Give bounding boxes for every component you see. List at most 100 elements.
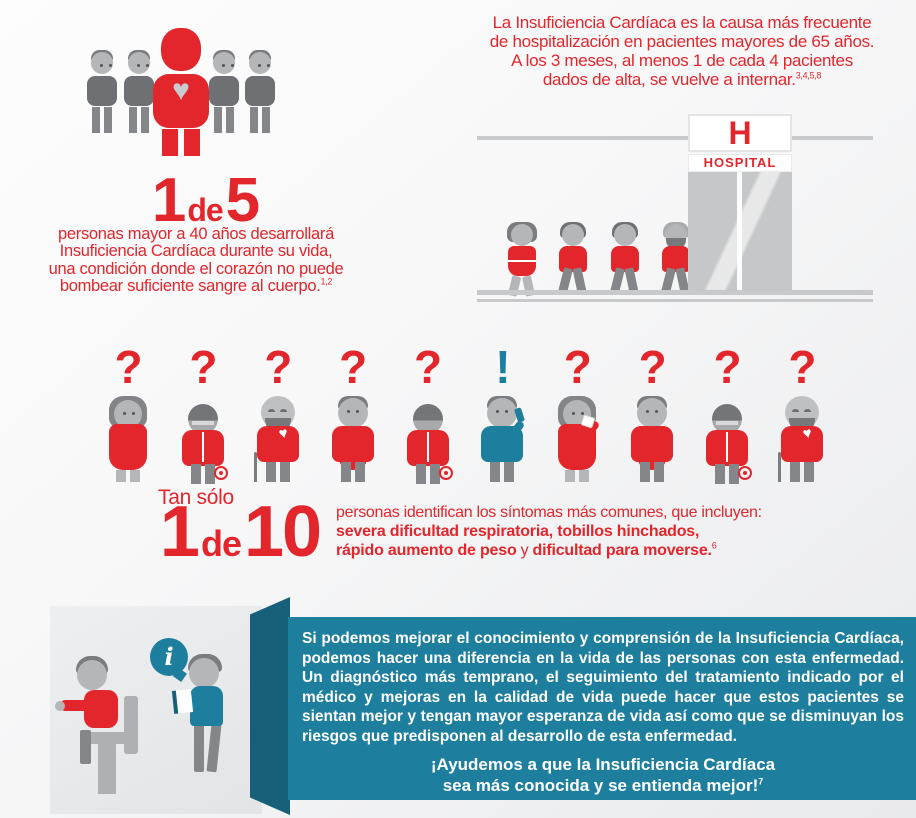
legs — [116, 470, 140, 482]
hospital-sign-label: HOSPITAL — [688, 154, 792, 172]
head — [712, 404, 742, 434]
legs — [92, 107, 112, 133]
head — [337, 398, 368, 428]
headline-line: de hospitalización en pacientes mayores … — [489, 32, 875, 52]
ankle-target-icon — [438, 466, 453, 480]
description-line: Insuficiencia Cardíaca durante su vida, — [59, 242, 333, 261]
figure-woman: ? — [95, 344, 161, 482]
patient-arm — [60, 700, 90, 711]
symptoms-connector: y — [516, 541, 533, 559]
torso — [706, 430, 748, 466]
question-mark-icon: ? — [264, 341, 292, 393]
phone-icon — [514, 407, 526, 423]
red-person-highlight-figure: ♥ — [152, 28, 210, 156]
pamphlet-icon — [171, 689, 194, 714]
headline-line: A los 3 meses, al menos 1 de cada 4 paci… — [511, 51, 853, 71]
info-bubble-icon: i — [150, 638, 188, 676]
torso — [631, 426, 674, 462]
patient-leg — [80, 730, 91, 764]
ground-line-2 — [477, 299, 873, 302]
torso — [181, 430, 224, 466]
question-mark-icon: ? — [413, 341, 442, 393]
stat-connector: de — [200, 523, 242, 564]
torso — [245, 76, 275, 106]
legs — [565, 470, 590, 482]
symptoms-text: personas identifican los síntomas más co… — [336, 504, 786, 561]
reference-superscript: 6 — [711, 540, 717, 551]
person-figure: ♥ — [769, 394, 835, 482]
hospital-scene: H HOSPITAL — [460, 110, 916, 306]
legs — [214, 107, 234, 133]
symptoms-bold-line: severa dificultad respiratoria, tobillos… — [336, 522, 700, 540]
doctor-patient-illustration: i — [50, 606, 262, 814]
head — [114, 400, 142, 428]
figure-man-looking-down-2: ? — [395, 341, 461, 484]
hospital-building: H HOSPITAL — [688, 114, 792, 290]
person-figure — [395, 394, 461, 484]
walker-woman-figure — [500, 208, 544, 297]
patient-torso — [84, 690, 118, 728]
torso — [209, 76, 239, 106]
person-figure — [619, 394, 685, 482]
stat-connector: de — [187, 192, 223, 228]
question-mark-icon: ? — [713, 341, 741, 393]
symptoms-bold-part: dificultad para moverse. — [532, 541, 712, 559]
patient-hand — [55, 701, 65, 711]
wall-line — [477, 136, 873, 140]
ground-line — [477, 290, 873, 295]
question-mark-icon: ? — [563, 341, 592, 393]
doctor-leg — [194, 724, 204, 772]
stat-1of5-description: personas mayor a 40 años desarrollará In… — [12, 225, 380, 296]
legs — [415, 464, 440, 484]
question-mark-icon: ? — [339, 341, 367, 393]
figure-man-phone-aware: ! — [469, 344, 535, 482]
figure-man-belly: ? — [320, 344, 386, 482]
figure-man-looking-down: ? — [170, 344, 236, 484]
person-figure — [694, 394, 760, 484]
chair — [124, 696, 138, 754]
exclamation-mark-icon: ! — [495, 341, 510, 393]
figure-elderly-man-cane-2: ? ♥ — [769, 344, 835, 482]
people-group-1of5: ♥ — [60, 28, 320, 160]
head — [91, 52, 113, 74]
person-figure — [544, 394, 610, 482]
symptoms-intro: personas identifican los síntomas más co… — [336, 504, 762, 521]
figure-man-looking-down-3: ? — [694, 341, 760, 484]
torso — [153, 74, 209, 128]
head — [487, 398, 518, 428]
legs — [190, 464, 215, 484]
torso — [124, 76, 154, 106]
gray-person-figure — [122, 50, 156, 134]
stat-1-of-10: 1de10 — [140, 496, 340, 568]
chair-base — [98, 744, 116, 794]
symptoms-bold-part: rápido aumento de peso — [336, 541, 517, 559]
torso — [331, 426, 374, 462]
legs — [789, 462, 814, 482]
question-mark-icon: ? — [638, 341, 667, 393]
torso — [256, 426, 299, 462]
question-mark-icon: ? — [114, 341, 142, 393]
question-mark-icon: ? — [788, 341, 816, 393]
heart-icon: ♥ — [172, 74, 190, 107]
head — [213, 52, 235, 74]
stat-value: 1 — [151, 166, 187, 235]
reference-superscript: 3,4,5,8 — [795, 70, 822, 81]
cane-icon — [253, 452, 257, 482]
gray-person-figure — [243, 50, 277, 134]
description-line: bombear suficiente sangre al cuerpo. — [59, 277, 321, 296]
walker-man-glasses-figure — [551, 208, 595, 294]
description-line: una condición donde el corazón no puede — [48, 259, 344, 278]
torso — [780, 426, 823, 462]
torso — [109, 424, 147, 470]
description-line: personas mayor a 40 años desarrollará — [58, 225, 334, 243]
walker-man-figure — [603, 208, 647, 294]
hospital-sign-h: H — [688, 114, 792, 152]
person-figure — [170, 394, 236, 484]
call-to-action: ¡Ayudemos a que la Insuficiencia Cardíac… — [302, 755, 904, 796]
head — [128, 52, 150, 74]
head — [249, 52, 271, 74]
questioning-people-row: ? ? ? ♥ — [95, 341, 835, 484]
person-figure — [95, 394, 161, 482]
stat-value: 10 — [243, 492, 322, 572]
stat-1-of-5: 1de5 — [75, 170, 335, 232]
